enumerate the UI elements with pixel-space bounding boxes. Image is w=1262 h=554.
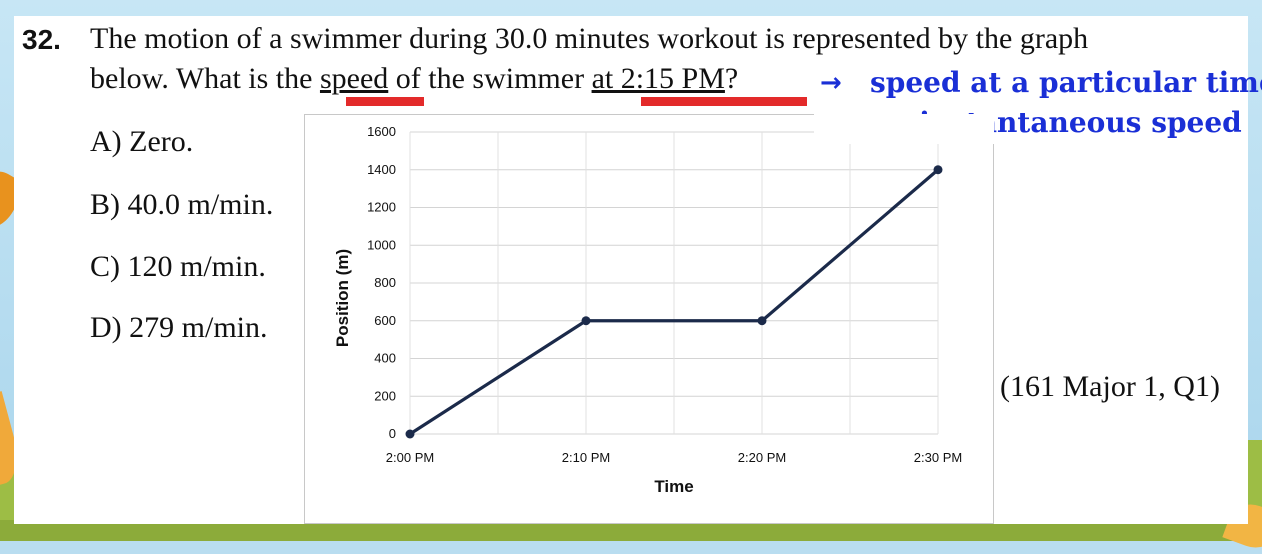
keyword-speed: speed bbox=[319, 62, 389, 95]
chart-frame bbox=[304, 114, 994, 524]
x-axis-title: Time bbox=[654, 477, 693, 496]
data-point bbox=[933, 165, 943, 175]
y-tick-label: 0 bbox=[389, 426, 396, 441]
answer-option-c[interactable]: C) 120 m/min. bbox=[90, 250, 266, 283]
keyword-time: at 2:15 PM bbox=[591, 62, 725, 95]
y-tick-label: 200 bbox=[374, 388, 396, 403]
y-axis-title: Position (m) bbox=[333, 249, 352, 347]
y-tick-label: 400 bbox=[374, 351, 396, 366]
y-tick-label: 1400 bbox=[367, 162, 396, 177]
x-tick-label: 2:20 PM bbox=[738, 450, 786, 465]
x-tick-label: 2:10 PM bbox=[562, 450, 610, 465]
question-mark: ? bbox=[724, 62, 739, 95]
answer-option-a[interactable]: A) Zero. bbox=[90, 125, 194, 158]
y-tick-label: 1600 bbox=[367, 124, 396, 139]
question-text-segment: below. What is the bbox=[90, 62, 320, 95]
question-text-line-2: below. What is the speed of the swimmer … bbox=[90, 62, 738, 96]
chart-grid bbox=[409, 131, 939, 435]
y-tick-label: 1200 bbox=[367, 200, 396, 215]
annotation-mask bbox=[814, 114, 994, 144]
answer-option-d[interactable]: D) 279 m/min. bbox=[90, 311, 268, 344]
annotation-line-1: speed at a particular time bbox=[870, 66, 1262, 99]
x-tick-label: 2:00 PM bbox=[386, 450, 434, 465]
right-arrow-icon: → bbox=[820, 68, 842, 98]
data-point bbox=[757, 316, 767, 326]
chart-series bbox=[405, 165, 943, 439]
position-time-chart: 0 200 400 600 800 1000 1200 1400 1600 2:00 PM 2:1… bbox=[304, 114, 994, 524]
question-source: (161 Major 1, Q1) bbox=[1000, 370, 1220, 403]
answer-option-b[interactable]: B) 40.0 m/min. bbox=[90, 188, 274, 221]
data-point bbox=[405, 429, 415, 439]
background-grass-strip bbox=[0, 520, 1262, 541]
y-tick-label: 800 bbox=[374, 275, 396, 290]
y-tick-label: 1000 bbox=[367, 237, 396, 252]
highlight-bar-time bbox=[641, 97, 807, 106]
question-text-segment: of the swimmer bbox=[388, 62, 592, 95]
question-text-line-1: The motion of a swimmer during 30.0 minu… bbox=[90, 22, 1089, 55]
highlight-bar-speed bbox=[346, 97, 424, 106]
y-tick-labels: 0 200 400 600 800 1000 1200 1400 1600 bbox=[367, 124, 396, 441]
x-tick-label: 2:30 PM bbox=[914, 450, 962, 465]
data-point bbox=[581, 316, 591, 326]
series-line bbox=[409, 168, 940, 436]
question-number: 32. bbox=[22, 24, 61, 55]
x-tick-labels: 2:00 PM 2:10 PM 2:20 PM 2:30 PM bbox=[386, 450, 962, 465]
y-tick-label: 600 bbox=[374, 313, 396, 328]
